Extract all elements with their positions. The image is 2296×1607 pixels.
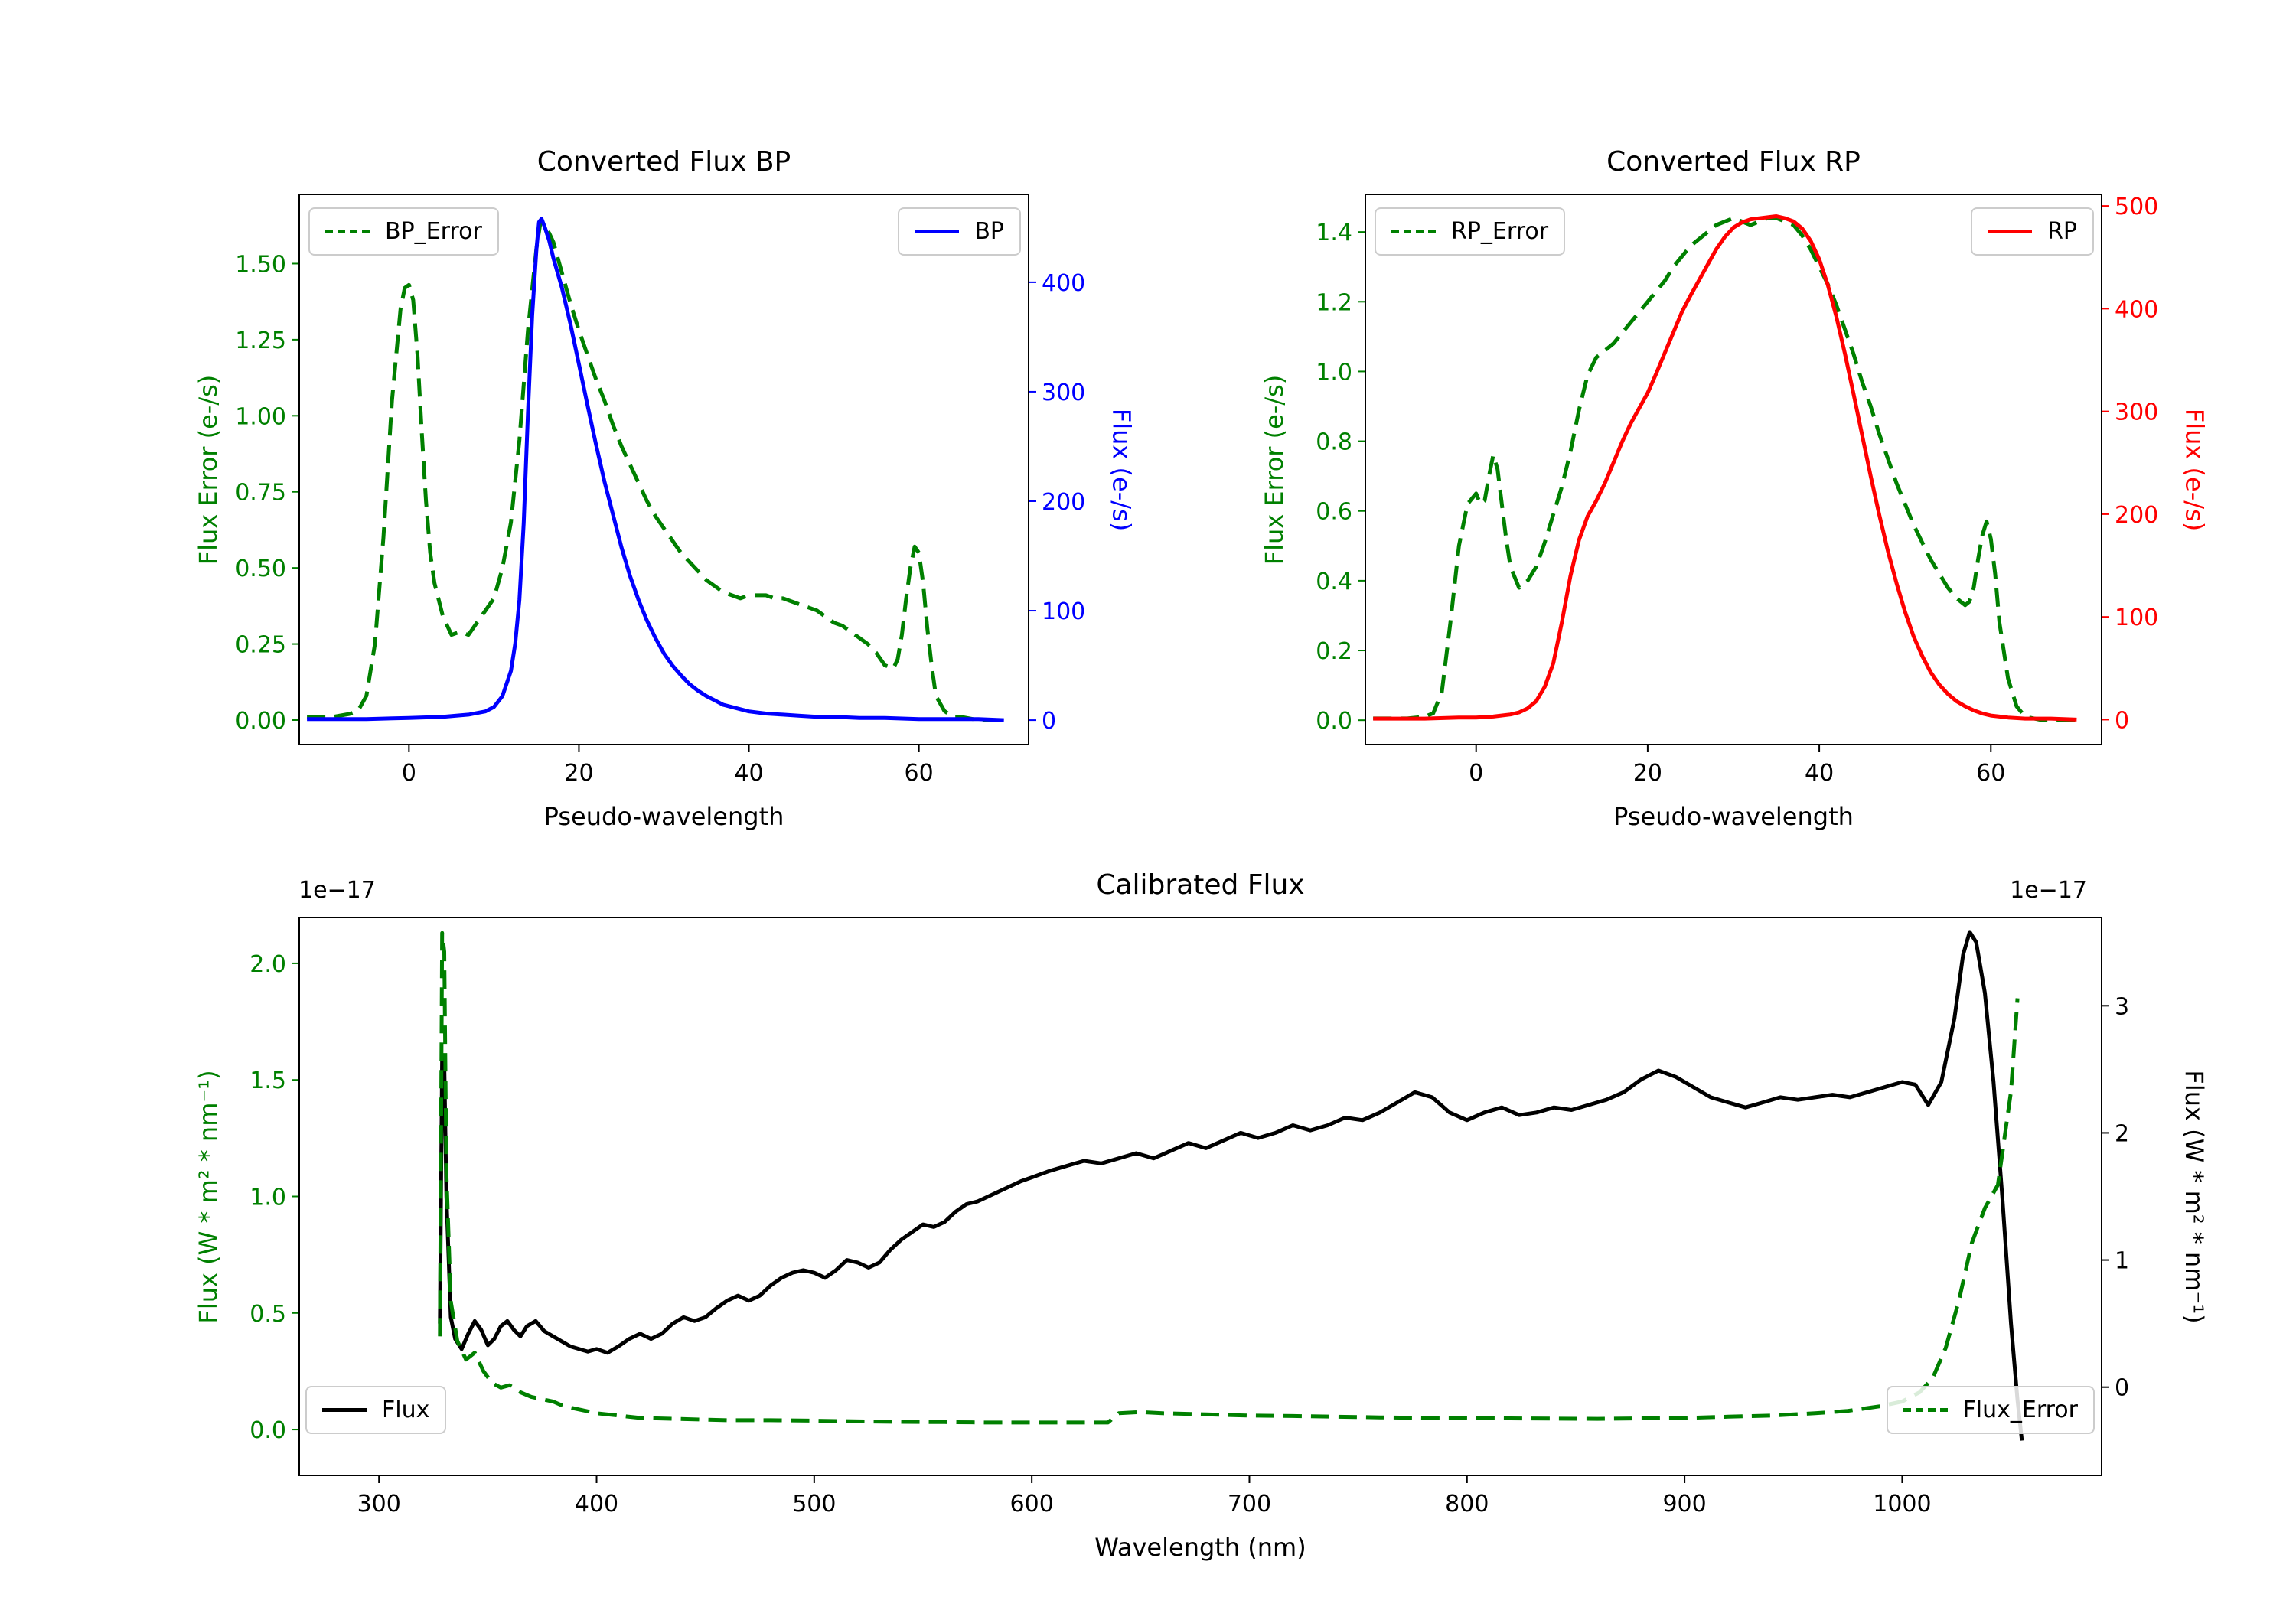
left-y-tick-label: 0.6 xyxy=(1316,499,1352,526)
rp-line-sample-icon xyxy=(1988,230,2033,233)
legend-flux: Flux xyxy=(305,1386,447,1434)
right-y-tick-label: 3 xyxy=(2115,993,2129,1020)
right-y-tick-label: 100 xyxy=(2115,605,2158,631)
bp-x-axis-label: Pseudo-wavelength xyxy=(543,802,784,831)
right-y-tick-label: 400 xyxy=(2115,296,2158,323)
x-tick-label: 900 xyxy=(1662,1491,1706,1517)
x-tick-label: 1000 xyxy=(1873,1491,1931,1517)
rp-error-line-sample-icon xyxy=(1391,230,1436,233)
right-y-tick-label: 1 xyxy=(2115,1248,2129,1275)
right-y-tick-label: 400 xyxy=(1042,270,1085,297)
left-y-tick-label: 0.0 xyxy=(249,1417,286,1444)
legend-bp: BP xyxy=(898,207,1021,256)
legend-label: Flux_Error xyxy=(1962,1397,2078,1423)
left-y-tick-label: 1.50 xyxy=(235,251,286,278)
left-y-tick-label: 1.25 xyxy=(235,328,286,354)
bp-left-axis-label: Flux Error (e-/s) xyxy=(194,374,223,565)
left-y-tick-label: 0.5 xyxy=(249,1301,286,1328)
x-tick-label: 800 xyxy=(1445,1491,1489,1517)
left-y-tick-label: 1.2 xyxy=(1316,289,1352,316)
left-y-tick-label: 1.00 xyxy=(235,403,286,430)
left-y-tick-label: 0.0 xyxy=(1316,708,1352,735)
legend-rp: RP xyxy=(1971,207,2094,256)
bp-error-line-sample-icon xyxy=(325,230,370,233)
series-line-BP_Error xyxy=(307,219,1004,722)
legend-bp-error: BP_Error xyxy=(308,207,499,256)
x-tick-label: 20 xyxy=(1633,760,1662,787)
rp-plot-area: 0 20 40 60 0.0 0.2 0.4 0.6 0.8 1.0 1.2 1.4 0 100 200 30… xyxy=(1316,194,2158,787)
axes-frame xyxy=(298,194,1029,745)
left-y-tick-label: 2.0 xyxy=(249,951,286,978)
calibrated-plot-area: 300 400 500 600 700 800 900 1000 0.0 0.5 1.0 1.5 2.0… xyxy=(249,917,2129,1517)
left-y-tick-label: 0.75 xyxy=(235,480,286,507)
legend-label: Flux xyxy=(382,1397,430,1423)
calibrated-chart-title: Calibrated Flux xyxy=(1096,869,1305,901)
flux-line-sample-icon xyxy=(322,1408,367,1412)
left-y-tick-label: 1.5 xyxy=(249,1068,286,1094)
bp-chart: 0 20 40 60 0.00 0.25 0.50 0.75 1.00 1.25 1.50 0 100 2… xyxy=(194,146,1136,831)
series-line-RP_Error xyxy=(1373,216,2077,722)
rp-chart: 0 20 40 60 0.0 0.2 0.4 0.6 0.8 1.0 1.2 1.4 0 100 200 30… xyxy=(1260,146,2209,831)
bp-line-sample-icon xyxy=(915,230,960,233)
series-line-RP xyxy=(1373,214,2077,722)
left-y-tick-label: 1.4 xyxy=(1316,220,1352,246)
left-y-tick-label: 0.50 xyxy=(235,556,286,582)
right-y-tick-label: 500 xyxy=(2115,194,2158,220)
rp-right-axis-label: Flux (e-/s) xyxy=(2180,408,2209,531)
legend-label: RP xyxy=(2047,218,2077,245)
legend-flux-error: Flux_Error xyxy=(1886,1386,2095,1434)
bp-right-axis-label: Flux (e-/s) xyxy=(1107,408,1136,531)
left-y-tick-label: 0.4 xyxy=(1316,569,1352,595)
x-tick-label: 500 xyxy=(792,1491,836,1517)
x-tick-label: 700 xyxy=(1228,1491,1271,1517)
x-tick-label: 60 xyxy=(905,760,934,787)
legend-rp-error: RP_Error xyxy=(1375,207,1566,256)
x-tick-label: 300 xyxy=(357,1491,401,1517)
right-y-tick-label: 2 xyxy=(2115,1120,2129,1147)
calibrated-left-axis-label: Flux (W * m² * nm⁻¹) xyxy=(194,1069,223,1324)
right-y-tick-label: 0 xyxy=(1042,708,1056,735)
series-line-BP xyxy=(307,217,1004,722)
x-tick-label: 20 xyxy=(564,760,593,787)
x-tick-label: 40 xyxy=(1805,760,1834,787)
legend-label: RP_Error xyxy=(1451,218,1549,245)
right-axis-offset-text: 1e−17 xyxy=(2010,877,2087,904)
right-y-tick-label: 100 xyxy=(1042,598,1085,625)
bp-chart-title: Converted Flux BP xyxy=(536,146,791,178)
right-y-tick-label: 0 xyxy=(2115,707,2129,734)
left-axis-offset-text: 1e−17 xyxy=(298,877,376,904)
x-tick-label: 600 xyxy=(1010,1491,1054,1517)
rp-x-axis-label: Pseudo-wavelength xyxy=(1613,802,1854,831)
x-tick-label: 400 xyxy=(575,1491,618,1517)
series-line-Flux xyxy=(438,930,2024,1441)
left-y-tick-label: 0.2 xyxy=(1316,638,1352,665)
left-y-tick-label: 1.0 xyxy=(1316,359,1352,386)
calibrated-flux-chart: 300 400 500 600 700 800 900 1000 0.0 0.5 1.0 1.5 2.0… xyxy=(194,869,2209,1562)
series-line-Flux_Error xyxy=(438,931,2020,1425)
left-y-tick-label: 0.00 xyxy=(235,708,286,735)
rp-left-axis-label: Flux Error (e-/s) xyxy=(1260,374,1289,565)
right-y-tick-label: 200 xyxy=(1042,489,1085,516)
right-y-tick-label: 0 xyxy=(2115,1375,2129,1402)
left-y-tick-label: 0.8 xyxy=(1316,429,1352,456)
right-y-tick-label: 200 xyxy=(2115,502,2158,529)
legend-label: BP_Error xyxy=(385,218,482,245)
axes-frame xyxy=(1365,194,2102,745)
x-tick-label: 60 xyxy=(1976,760,2005,787)
right-y-tick-label: 300 xyxy=(1042,380,1085,406)
calibrated-x-axis-label: Wavelength (nm) xyxy=(1094,1533,1306,1562)
bp-plot-area: 0 20 40 60 0.00 0.25 0.50 0.75 1.00 1.25 1.50 0 100 2… xyxy=(235,194,1085,787)
left-y-tick-label: 0.25 xyxy=(235,632,286,659)
x-tick-label: 40 xyxy=(734,760,763,787)
x-tick-label: 0 xyxy=(402,760,416,787)
x-tick-label: 0 xyxy=(1469,760,1483,787)
calibrated-right-axis-label: Flux (W * m² * nm⁻¹) xyxy=(2180,1069,2209,1324)
flux-error-line-sample-icon xyxy=(1903,1408,1948,1412)
right-y-tick-label: 300 xyxy=(2115,399,2158,426)
rp-chart-title: Converted Flux RP xyxy=(1606,146,1861,178)
axes-frame xyxy=(298,917,2102,1476)
legend-label: BP xyxy=(974,218,1004,245)
left-y-tick-label: 1.0 xyxy=(249,1185,286,1211)
